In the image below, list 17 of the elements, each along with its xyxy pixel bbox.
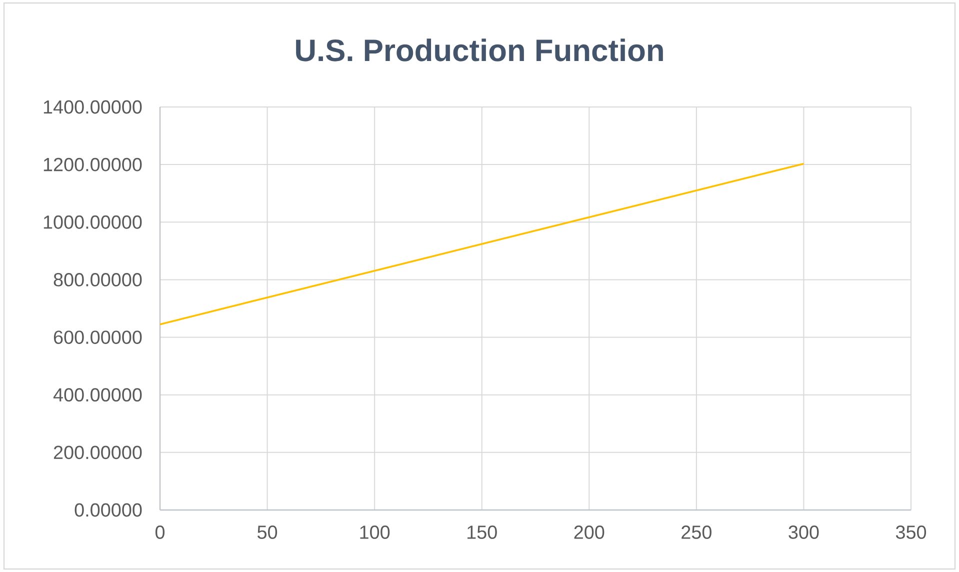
y-tick-label: 1400.00000 xyxy=(44,100,142,114)
x-tick-label: 0 xyxy=(155,526,165,539)
y-tick-label: 1200.00000 xyxy=(44,158,142,172)
y-tick-label: 600.00000 xyxy=(54,330,142,344)
x-tick-label: 200 xyxy=(574,526,604,539)
x-tick-label: 100 xyxy=(360,526,390,539)
y-tick-label: 1000.00000 xyxy=(44,215,142,229)
y-tick-label: 400.00000 xyxy=(53,388,142,402)
x-tick-label: 350 xyxy=(896,526,926,539)
y-tick-label: 800.00000 xyxy=(54,272,142,286)
y-tick-label: 0.00000 xyxy=(74,503,142,517)
y-tick-label: 200.00000 xyxy=(54,446,142,460)
x-tick-label: 250 xyxy=(682,526,712,539)
x-tick-label: 300 xyxy=(788,526,819,539)
chart-title: U.S. Production Function xyxy=(296,38,663,62)
x-tick-label: 50 xyxy=(258,526,278,539)
x-tick-label: 150 xyxy=(468,526,497,539)
